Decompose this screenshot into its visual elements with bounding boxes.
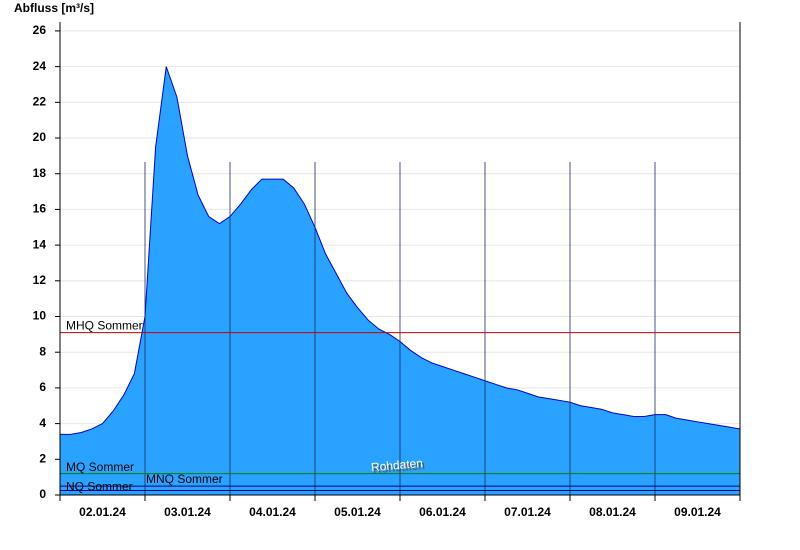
x-tick-label: 03.01.24 (164, 505, 211, 519)
x-tick-label: 05.01.24 (334, 505, 381, 519)
y-tick-label: 18 (33, 166, 47, 180)
y-tick-label: 10 (33, 309, 47, 323)
y-tick-label: 2 (39, 451, 46, 465)
reference-label: MNQ Sommer (146, 472, 223, 486)
y-tick-label: 26 (33, 23, 47, 37)
x-tick-label: 07.01.24 (504, 505, 551, 519)
y-tick-label: 14 (33, 237, 47, 251)
y-tick-label: 12 (33, 273, 47, 287)
y-tick-label: 20 (33, 130, 47, 144)
x-tick-label: 09.01.24 (674, 505, 721, 519)
y-tick-label: 6 (39, 380, 46, 394)
y-tick-label: 8 (39, 344, 46, 358)
y-axis-label: Abfluss [m³/s] (14, 1, 94, 15)
annotation-shadow: Rohdaten (372, 458, 425, 476)
y-tick-label: 4 (39, 416, 46, 430)
reference-label: NQ Sommer (66, 480, 133, 494)
x-tick-label: 08.01.24 (589, 505, 636, 519)
reference-label: MQ Sommer (66, 460, 134, 474)
x-tick-label: 02.01.24 (79, 505, 126, 519)
y-tick-label: 22 (33, 94, 47, 108)
reference-label: MHQ Sommer (66, 319, 143, 333)
y-tick-label: 0 (39, 487, 46, 501)
y-tick-label: 24 (33, 59, 47, 73)
annotation: Rohdaten (370, 456, 423, 474)
y-tick-label: 16 (33, 202, 47, 216)
x-tick-label: 06.01.24 (419, 505, 466, 519)
x-tick-label: 04.01.24 (249, 505, 296, 519)
